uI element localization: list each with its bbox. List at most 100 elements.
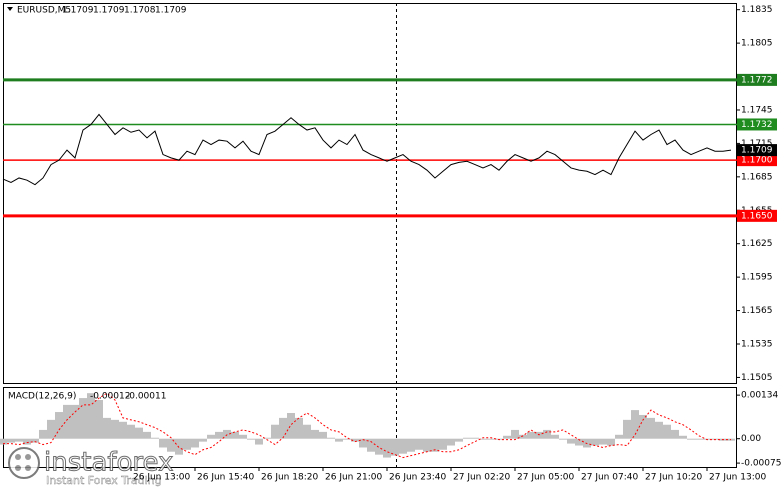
macd-bar xyxy=(615,434,623,439)
macd-bar xyxy=(167,438,175,452)
x-tick-label: 26 Jun 21:00 xyxy=(325,473,382,483)
macd-bar xyxy=(23,438,31,445)
macd-bar xyxy=(311,429,319,439)
macd-bar xyxy=(639,414,647,439)
macd-bar xyxy=(143,431,151,439)
level-tag xyxy=(737,209,777,222)
macd-bar xyxy=(679,435,687,439)
y-tick-label: 1.1685 xyxy=(741,172,773,182)
x-tick-label: 26 Jun 13:00 xyxy=(133,473,190,483)
macd-bar xyxy=(295,417,303,439)
macd-bar xyxy=(479,438,487,440)
macd-bar xyxy=(359,438,367,448)
macd-bar xyxy=(591,438,599,446)
macd-bar xyxy=(327,437,335,439)
macd-bar xyxy=(567,438,575,444)
macd-bar xyxy=(0,438,7,445)
macd-bar xyxy=(71,404,79,439)
watermark: instaforex Instant Forex Trading xyxy=(8,447,174,487)
macd-bar xyxy=(527,431,535,439)
macd-name: MACD(12,26,9) xyxy=(8,392,76,402)
macd-bar xyxy=(407,438,415,452)
macd-bar xyxy=(239,434,247,439)
macd-bar xyxy=(103,417,111,439)
macd-bar xyxy=(503,435,511,439)
level-label: 1.1650 xyxy=(741,211,773,221)
y-tick-label: 1.1595 xyxy=(741,273,773,283)
macd-bar xyxy=(279,417,287,439)
macd-bar xyxy=(607,438,615,446)
macd-bar xyxy=(431,438,439,452)
y-tick-label: 1.1745 xyxy=(741,105,773,115)
x-tick-label: 27 Jun 05:00 xyxy=(517,473,574,483)
macd-bar xyxy=(511,429,519,439)
macd-bar xyxy=(439,438,447,450)
level-tag xyxy=(737,73,777,86)
macd-bar xyxy=(159,438,167,448)
ohlc-value: 1.1709 xyxy=(155,6,187,16)
macd-bar xyxy=(487,438,495,440)
logo xyxy=(8,447,40,479)
macd-bar xyxy=(383,438,391,458)
macd-readout: -0.00011 xyxy=(126,392,166,402)
level-label: 1.1732 xyxy=(741,120,773,130)
macd-bar xyxy=(463,437,471,439)
macd-bar xyxy=(447,438,455,446)
macd-bar xyxy=(199,438,207,442)
ohlc-value: 1.1709 xyxy=(62,6,94,16)
macd-bar xyxy=(215,431,223,439)
macd-bar xyxy=(55,412,63,439)
macd-bar xyxy=(151,437,159,439)
macd-panel xyxy=(3,387,737,468)
macd-bar xyxy=(119,421,127,439)
y-tick-label: 1.1625 xyxy=(741,239,773,249)
macd-y-tick-label: -0.00075 xyxy=(741,459,781,469)
y-tick-label: 1.1505 xyxy=(741,373,773,383)
macd-bar xyxy=(79,398,87,439)
logo-dot xyxy=(15,465,21,471)
dropdown-icon xyxy=(7,7,13,11)
macd-bar xyxy=(263,437,271,439)
macd-bar xyxy=(255,438,263,445)
macd-bar xyxy=(655,421,663,439)
macd-bar xyxy=(543,429,551,439)
x-tick-label: 27 Jun 02:20 xyxy=(453,473,510,483)
y-tick-label: 1.1565 xyxy=(741,306,773,316)
macd-bar xyxy=(47,419,55,439)
macd-bar xyxy=(671,429,679,439)
macd-bar xyxy=(31,438,39,443)
macd-bar xyxy=(183,438,191,450)
macd-bar xyxy=(15,438,23,442)
logo-dot xyxy=(25,454,31,460)
y-tick-label: 1.1715 xyxy=(741,139,773,149)
macd-bar xyxy=(271,424,279,439)
macd-bar xyxy=(351,438,359,442)
macd-bar xyxy=(375,438,383,455)
macd-bar xyxy=(207,434,215,439)
macd-bar xyxy=(455,438,463,442)
macd-bar xyxy=(519,434,527,439)
macd-bar xyxy=(127,424,135,439)
symbol: EURUSD,M5 xyxy=(17,6,71,16)
macd-bar xyxy=(551,434,559,439)
y-tick-label: 1.1535 xyxy=(741,339,773,349)
macd-bar xyxy=(95,400,103,439)
macd-bar xyxy=(175,438,183,455)
x-tick-label: 27 Jun 10:20 xyxy=(645,473,702,483)
macd-bar xyxy=(631,410,639,439)
macd-bar xyxy=(399,438,407,454)
macd-bar xyxy=(319,431,327,439)
macd-bar xyxy=(87,393,95,439)
macd-bar xyxy=(423,438,431,452)
logo-dot xyxy=(25,465,31,471)
plot-layer xyxy=(0,78,737,459)
x-tick-label: 26 Jun 18:20 xyxy=(261,473,318,483)
ohlc-value: 1.1709 xyxy=(93,6,125,16)
macd-bar xyxy=(471,437,479,439)
level-tag xyxy=(737,154,777,167)
macd-bar xyxy=(231,431,239,439)
y-tick-label: 1.1835 xyxy=(741,5,773,15)
macd-y-tick-label: 0.00 xyxy=(741,434,761,444)
macd-bar xyxy=(687,438,695,440)
macd-bar xyxy=(39,429,47,439)
